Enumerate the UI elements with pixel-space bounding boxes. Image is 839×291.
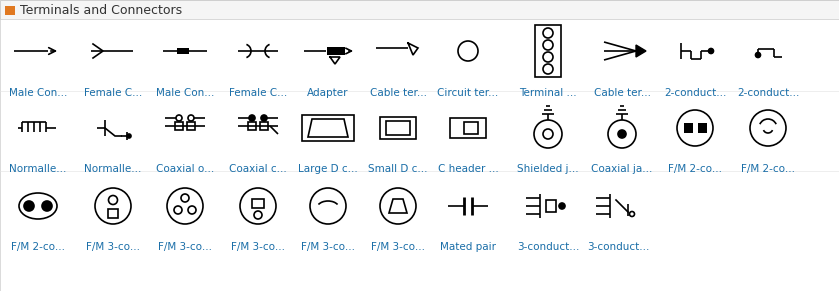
Bar (108, 209, 118, 218)
Text: Small D c...: Small D c... (368, 164, 428, 174)
Text: F/M 3-co...: F/M 3-co... (231, 242, 285, 252)
Bar (327, 47, 345, 55)
Text: F/M 3-co...: F/M 3-co... (86, 242, 140, 252)
Bar (0, 0, 839, 19)
Circle shape (261, 115, 267, 121)
Text: 3-conduct...: 3-conduct... (586, 242, 649, 252)
Text: F/M 3-co...: F/M 3-co... (158, 242, 212, 252)
Text: Adapter: Adapter (307, 88, 349, 98)
Bar (546, 200, 556, 212)
Bar (248, 122, 256, 130)
Text: Shielded j...: Shielded j... (517, 164, 579, 174)
Text: Terminal ...: Terminal ... (519, 88, 577, 98)
Text: Female C...: Female C... (84, 88, 142, 98)
Bar (260, 122, 268, 130)
Bar (177, 48, 189, 54)
Circle shape (708, 49, 713, 54)
Circle shape (755, 52, 760, 58)
Text: 2-conduct...: 2-conduct... (737, 88, 800, 98)
Text: F/M 2-co...: F/M 2-co... (668, 164, 722, 174)
Text: Male Con...: Male Con... (9, 88, 67, 98)
Text: Cable ter...: Cable ter... (369, 88, 426, 98)
Bar (175, 122, 183, 130)
Circle shape (249, 115, 255, 121)
Text: C header ...: C header ... (438, 164, 498, 174)
Text: Normalle...: Normalle... (9, 164, 66, 174)
Text: Circuit ter...: Circuit ter... (437, 88, 498, 98)
Circle shape (24, 201, 34, 211)
Text: F/M 2-co...: F/M 2-co... (11, 242, 65, 252)
Text: Coaxial c...: Coaxial c... (229, 164, 287, 174)
Polygon shape (636, 45, 646, 57)
Text: Coaxial o...: Coaxial o... (156, 164, 214, 174)
Circle shape (127, 134, 131, 138)
Circle shape (618, 130, 626, 138)
Bar (380, 117, 416, 139)
Text: Normalle...: Normalle... (84, 164, 142, 174)
Text: Coaxial ja...: Coaxial ja... (591, 164, 653, 174)
Bar (464, 122, 478, 134)
Text: Female C...: Female C... (229, 88, 287, 98)
Text: F/M 3-co...: F/M 3-co... (371, 242, 425, 252)
Bar (302, 115, 354, 141)
Bar (450, 118, 486, 138)
Text: Terminals and Connectors: Terminals and Connectors (20, 3, 182, 17)
Bar (535, 25, 561, 77)
Bar (187, 122, 195, 130)
Text: 2-conduct...: 2-conduct... (664, 88, 727, 98)
Text: F/M 2-co...: F/M 2-co... (741, 164, 795, 174)
Bar (386, 121, 410, 135)
Text: Male Con...: Male Con... (156, 88, 214, 98)
Bar (697, 123, 706, 133)
Bar (5, 6, 15, 15)
Circle shape (42, 201, 52, 211)
Circle shape (559, 203, 565, 209)
Text: Mated pair: Mated pair (440, 242, 496, 252)
Bar (252, 199, 264, 208)
Text: Large D c...: Large D c... (298, 164, 358, 174)
Text: F/M 3-co...: F/M 3-co... (301, 242, 355, 252)
Bar (684, 123, 692, 133)
Text: 3-conduct...: 3-conduct... (517, 242, 579, 252)
Text: Cable ter...: Cable ter... (593, 88, 650, 98)
